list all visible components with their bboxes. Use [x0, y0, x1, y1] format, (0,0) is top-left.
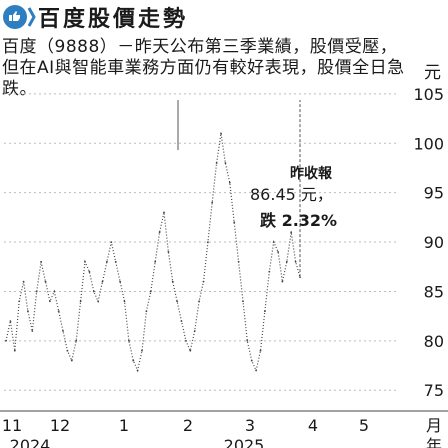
price-point — [250, 359, 253, 362]
y-tick-label: 95 — [424, 184, 444, 203]
price-point — [70, 359, 73, 362]
price-point — [62, 330, 64, 332]
price-point — [202, 280, 205, 283]
x-month-label: 4 — [308, 416, 318, 435]
price-point — [53, 290, 56, 293]
annotation-label: 昨收報 — [290, 165, 333, 182]
price-point — [31, 330, 34, 332]
price-point — [246, 339, 249, 342]
x-month-label: 3 — [245, 416, 255, 435]
price-point — [88, 270, 91, 273]
price-point — [158, 231, 161, 234]
grid-lines — [4, 93, 398, 391]
x-month-label: 5 — [359, 416, 369, 435]
price-point — [228, 181, 231, 184]
y-tick-label: 85 — [424, 282, 444, 301]
price-point — [211, 201, 214, 204]
price-point — [9, 320, 12, 322]
price-point — [57, 310, 60, 313]
price-point — [294, 260, 297, 263]
price-series — [5, 132, 301, 373]
price-point — [163, 211, 165, 214]
price-point — [193, 330, 196, 332]
price-point — [92, 290, 95, 293]
price-point — [123, 300, 126, 303]
price-point — [268, 270, 271, 273]
x-year-unit: 年 — [426, 436, 442, 448]
price-point — [27, 310, 29, 313]
price-point — [97, 300, 99, 303]
x-year-label: 2024 — [10, 436, 51, 448]
price-point — [84, 260, 86, 263]
price-point — [207, 241, 209, 244]
price-point — [44, 280, 47, 283]
price-point — [119, 280, 121, 283]
price-point — [167, 251, 170, 253]
header: 百度股價走勢 — [2, 2, 188, 32]
price-point — [198, 300, 201, 303]
price-point — [176, 300, 179, 303]
price-point — [242, 300, 244, 303]
price-point — [5, 339, 7, 342]
price-point — [154, 260, 157, 263]
price-point — [189, 349, 192, 352]
annotation-change: 跌 2.32% — [260, 211, 337, 230]
price-point — [145, 310, 148, 313]
price-point — [259, 349, 262, 352]
price-point — [79, 300, 82, 303]
price-point — [49, 300, 51, 303]
price-point — [272, 241, 275, 244]
price-line — [5, 133, 301, 373]
page-title: 百度股價走勢 — [38, 7, 189, 32]
price-point — [101, 280, 104, 283]
price-point — [255, 369, 257, 372]
price-point — [141, 349, 143, 352]
price-point — [127, 339, 130, 342]
x-month-label: 11 — [2, 416, 22, 435]
price-point — [75, 339, 78, 342]
price-point — [40, 260, 42, 263]
price-point — [171, 280, 174, 283]
price-point — [13, 349, 16, 352]
annotation-value: 86.45 元， — [250, 185, 333, 204]
y-tick-label: 90 — [424, 233, 444, 252]
y-tick-label: 100 — [413, 134, 444, 153]
price-point — [180, 320, 183, 322]
annotation: 昨收報 86.45 元， 跌 2.32% — [177, 100, 337, 278]
price-point — [18, 300, 21, 303]
price-point — [66, 349, 69, 352]
price-point — [114, 260, 117, 263]
price-point — [106, 260, 108, 263]
price-point — [215, 162, 218, 164]
price-point — [277, 251, 279, 253]
price-point — [233, 221, 236, 224]
y-tick-label: 105 — [413, 85, 444, 104]
price-point — [264, 310, 266, 313]
price-point — [224, 162, 227, 164]
y-tick-labels: 75 80 85 90 95 100 105 — [413, 85, 444, 400]
y-axis-unit: 元 — [424, 63, 441, 83]
price-point — [281, 280, 284, 283]
thumbs-logo-icon — [2, 4, 36, 30]
price-point — [185, 339, 187, 342]
price-point — [35, 290, 38, 293]
x-month-unit: 月 — [426, 416, 442, 435]
price-point — [136, 369, 139, 372]
price-point — [149, 290, 152, 293]
price-point — [132, 359, 135, 362]
x-month-label: 2 — [183, 416, 193, 435]
y-tick-label: 80 — [424, 332, 444, 351]
price-point — [285, 260, 288, 263]
x-year-label: 2025 — [224, 436, 265, 448]
x-month-label: 1 — [119, 416, 129, 435]
x-month-label: 12 — [50, 416, 70, 435]
price-point — [237, 260, 240, 263]
price-point — [220, 132, 222, 135]
price-point — [110, 241, 113, 244]
price-point — [22, 280, 25, 283]
y-tick-label: 75 — [424, 381, 444, 400]
price-point — [290, 231, 293, 234]
